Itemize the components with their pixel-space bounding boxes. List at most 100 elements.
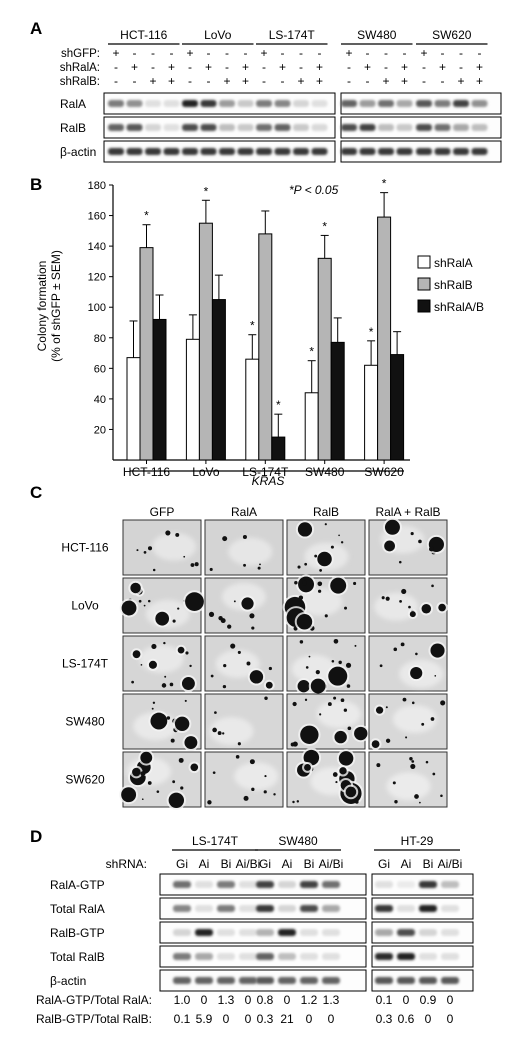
blot-label: RalB-GTP <box>50 926 105 940</box>
bar-shrala-b <box>330 341 345 461</box>
x-tick-label: HCT-116 <box>123 465 170 479</box>
blot-band <box>195 905 213 912</box>
blot-band <box>217 953 235 960</box>
legend-swatch <box>417 277 431 291</box>
lane-label: Ai/Bi <box>438 857 463 871</box>
y-tick-label: 40 <box>94 394 106 406</box>
blot-band <box>195 881 213 888</box>
colony-dish-image <box>368 577 448 634</box>
sh-sign: - <box>170 46 174 60</box>
sh-row-label: shRalA: <box>60 62 100 74</box>
sh-sign: - <box>347 60 351 74</box>
blot-band <box>397 881 415 888</box>
blot-band <box>441 929 459 936</box>
blot-band <box>237 100 254 107</box>
panel-b-label: B <box>30 175 42 194</box>
celline-label: LS-174T <box>192 834 239 848</box>
blot-band <box>397 953 415 960</box>
blot-band <box>434 100 451 107</box>
y-tick-label: 80 <box>94 333 106 345</box>
ratio-value: 0 <box>306 1012 313 1026</box>
ratio-value: 1.0 <box>174 993 191 1007</box>
sh-sign: - <box>114 60 118 74</box>
blot-band <box>375 929 393 936</box>
blot-band <box>293 100 309 107</box>
blot-band <box>378 148 394 155</box>
panel-d-label: D <box>30 827 42 846</box>
ratio-value: 0 <box>245 993 252 1007</box>
sh-sign: - <box>422 74 426 88</box>
blot-band <box>163 124 180 131</box>
y-axis-title-line2: (% of shGFP ± SEM) <box>49 250 63 362</box>
sh-sign: - <box>188 74 192 88</box>
dish-row-label: LoVo <box>71 599 99 613</box>
sh-sign: - <box>299 46 303 60</box>
ratio-row-label: RalA-GTP/Total RalA: <box>36 993 152 1007</box>
kras-group-label: KRAS <box>252 474 285 488</box>
blot-band <box>311 148 328 155</box>
sh-sign: - <box>262 74 266 88</box>
lane-label: Ai <box>199 857 210 871</box>
blot-band <box>375 905 393 912</box>
ratio-value: 21 <box>280 1012 294 1026</box>
celline-label: LoVo <box>204 28 232 42</box>
celline-label: LS-174T <box>269 28 316 42</box>
sh-sign: + <box>242 60 249 74</box>
ratio-value: 1.2 <box>301 993 318 1007</box>
blot-band <box>145 148 161 155</box>
sh-sign: + <box>260 46 267 60</box>
blot-band <box>434 124 451 131</box>
colony-dish-image <box>122 635 202 692</box>
y-tick-label: 100 <box>88 302 106 314</box>
blot-band <box>163 148 180 155</box>
ratio-row-label: RalB-GTP/Total RalB: <box>36 1012 152 1026</box>
shrna-label: shRNA: <box>106 857 147 871</box>
colony-dish-image <box>282 574 366 634</box>
blot-band <box>182 148 198 155</box>
blot-band <box>419 905 437 912</box>
blot-band <box>322 929 340 936</box>
blot-band <box>219 100 235 107</box>
panel-a-label: A <box>30 19 42 38</box>
blot-band <box>278 977 296 984</box>
colony-dish-image <box>122 693 202 751</box>
lane-label: Bi <box>221 857 232 871</box>
blot-band <box>300 929 318 936</box>
blot-band <box>256 905 274 912</box>
blot-band <box>239 953 257 960</box>
blot-band <box>195 977 213 984</box>
colony-dish-image <box>286 747 366 808</box>
y-tick-label: 20 <box>94 424 106 436</box>
blot-band <box>419 977 437 984</box>
blot-band <box>419 929 437 936</box>
blot-band <box>256 977 274 984</box>
blot-band <box>416 100 432 107</box>
bar-shralb <box>258 233 273 461</box>
lane-label: Ai <box>401 857 412 871</box>
lane-label: Ai <box>282 857 293 871</box>
bar-shrala-b <box>152 318 167 461</box>
blot-band <box>359 124 376 131</box>
sh-sign: + <box>131 60 138 74</box>
panel-b: B Colony formation (% of shGFP ± SEM) 20… <box>30 175 484 488</box>
y-tick-label: 60 <box>94 363 106 375</box>
bar-shralb <box>139 247 154 461</box>
lane-label: Bi <box>423 857 434 871</box>
sh-sign: - <box>188 60 192 74</box>
lane-label: Gi <box>378 857 390 871</box>
blot-band <box>378 100 394 107</box>
colony-dish-image <box>204 519 284 576</box>
blot-band <box>200 124 217 131</box>
blot-band <box>341 124 357 131</box>
sh-sign: - <box>151 60 155 74</box>
ratio-value: 0.9 <box>420 993 437 1007</box>
celline-label: SW480 <box>278 834 318 848</box>
sh-sign: - <box>384 46 388 60</box>
blot-band <box>237 124 254 131</box>
ratio-value: 1.3 <box>323 993 340 1007</box>
blot-band <box>419 953 437 960</box>
sh-sign: + <box>186 46 193 60</box>
colony-dish-image <box>368 693 448 751</box>
legend-label: shRalA/B <box>434 300 484 314</box>
sh-sign: + <box>382 74 389 88</box>
